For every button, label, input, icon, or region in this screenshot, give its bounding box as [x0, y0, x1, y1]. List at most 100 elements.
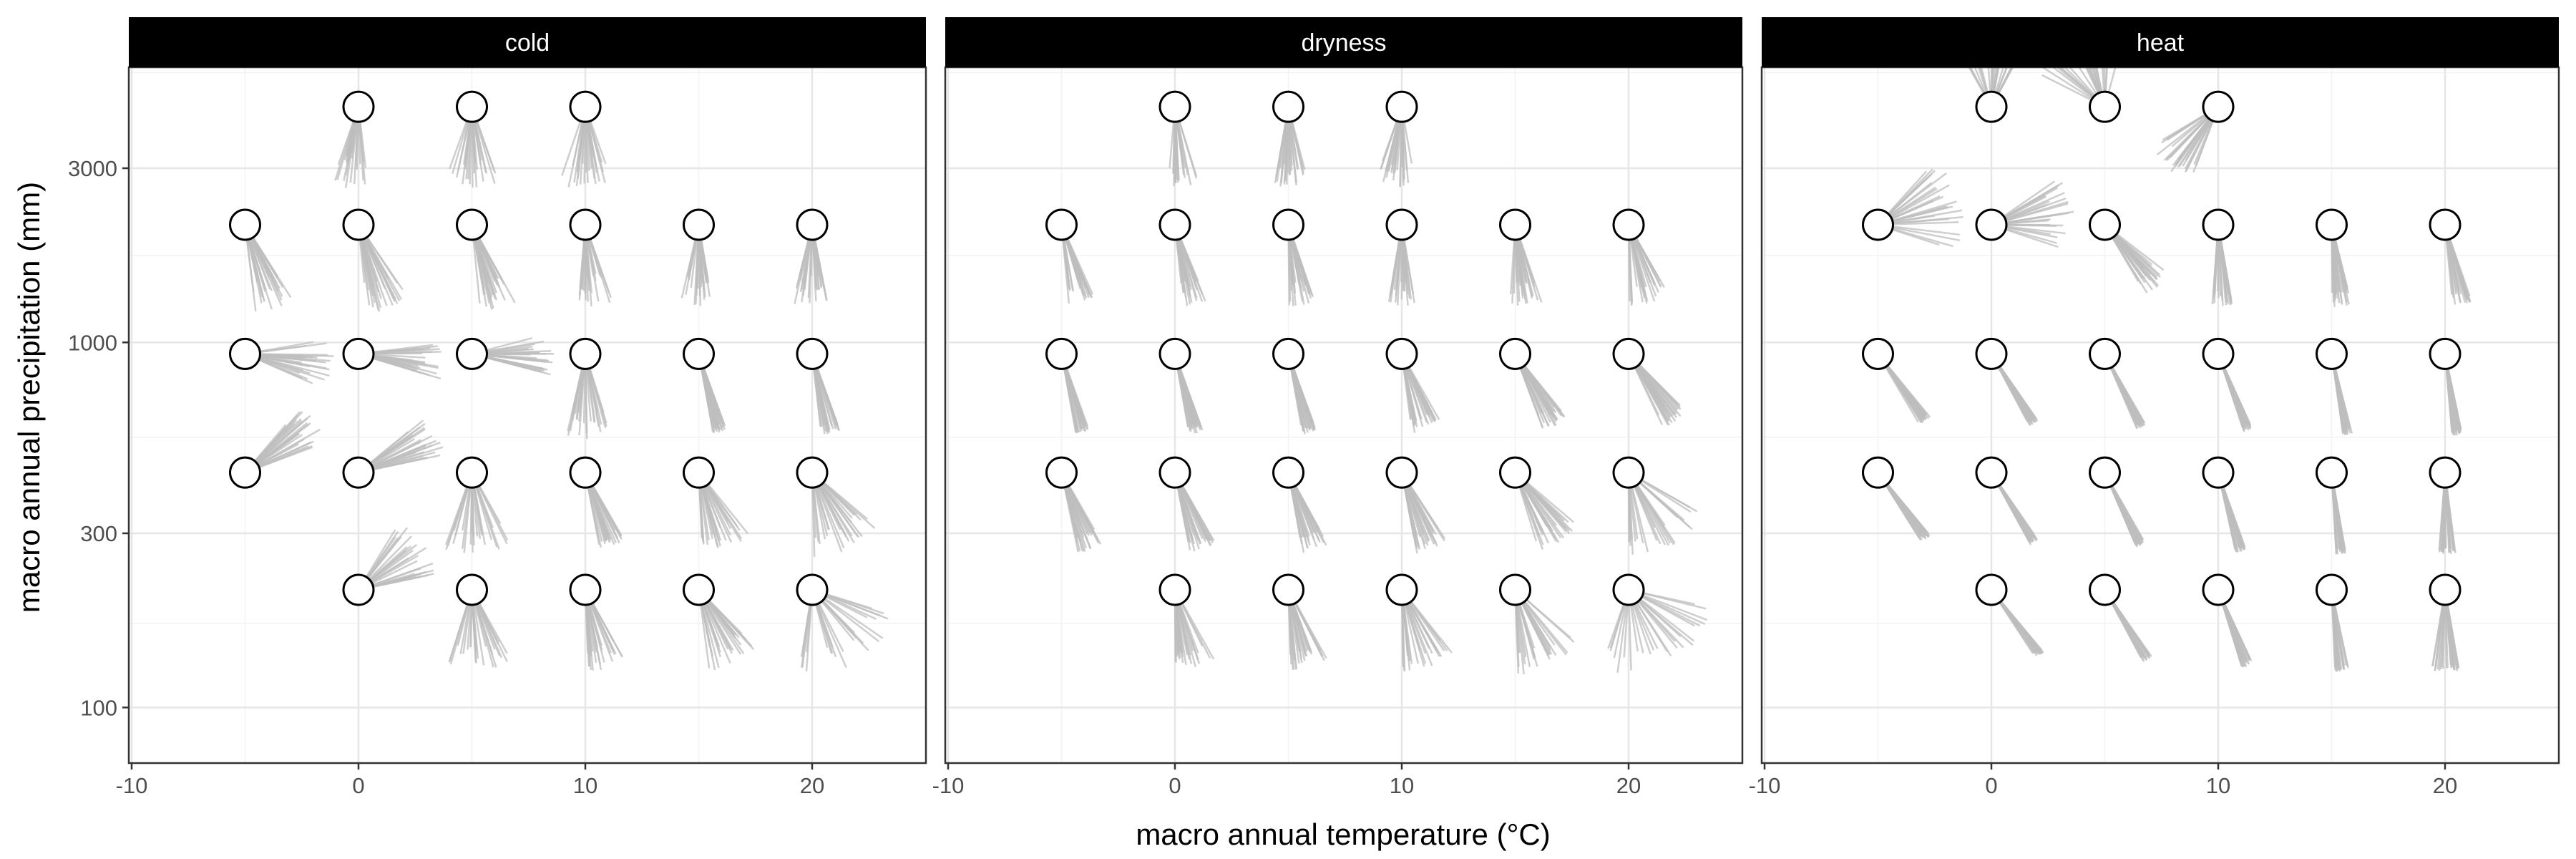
points — [1045, 90, 1645, 606]
point-marker — [342, 573, 375, 606]
point-marker — [2202, 456, 2235, 489]
point-marker — [456, 208, 488, 241]
x-tick-label: -10 — [932, 773, 965, 798]
strip-label-heat: heat — [2137, 29, 2185, 57]
point-marker — [683, 208, 715, 241]
point-marker — [1975, 90, 2008, 123]
point-marker — [1045, 208, 1078, 241]
point-marker — [1045, 337, 1078, 370]
point-marker — [1862, 208, 1894, 241]
point-marker — [456, 337, 488, 370]
x-tick-label: 20 — [1616, 773, 1641, 798]
point-marker — [1158, 337, 1191, 370]
point-marker — [1385, 337, 1418, 370]
point-marker — [796, 208, 829, 241]
y-axis: 100 300 1000 3000 — [68, 156, 129, 720]
point-marker — [1158, 208, 1191, 241]
points — [1862, 90, 2462, 606]
point-marker — [796, 337, 829, 370]
point-marker — [2316, 456, 2348, 489]
x-tick-label: 10 — [2206, 773, 2230, 798]
point-marker — [1385, 456, 1418, 489]
points — [229, 90, 829, 606]
point-marker — [1612, 456, 1645, 489]
strip-label-dryness: dryness — [1301, 29, 1386, 57]
fan-heat-10 — [1990, 353, 2039, 427]
point-marker — [1975, 337, 2008, 370]
panel-background — [1762, 67, 2559, 763]
point-marker — [2089, 456, 2121, 489]
point-marker — [1862, 456, 1894, 489]
point-marker — [1045, 456, 1078, 489]
x-axis-title: macro annual temperature (°C) — [1136, 817, 1550, 851]
point-marker — [796, 456, 829, 489]
point-marker — [2089, 573, 2121, 606]
point-marker — [2429, 208, 2462, 241]
point-marker — [2429, 337, 2462, 370]
point-marker — [683, 573, 715, 606]
point-marker — [1158, 456, 1191, 489]
panels: cold -10 0 10 20 dryness -10 0 10 20 heat -10 0 10 20 1… — [68, 17, 2560, 798]
strip-heat — [1762, 17, 2559, 67]
point-marker — [342, 337, 375, 370]
point-marker — [1499, 573, 1531, 606]
point-marker — [1158, 90, 1191, 123]
point-marker — [456, 456, 488, 489]
point-marker — [1385, 90, 1418, 123]
point-marker — [1158, 573, 1191, 606]
x-tick-label: 20 — [2433, 773, 2457, 798]
point-marker — [1385, 573, 1418, 606]
point-marker — [342, 456, 375, 489]
point-marker — [683, 337, 715, 370]
strip-label-cold: cold — [505, 29, 550, 57]
y-axis-title: macro annual precipitation (mm) — [12, 182, 46, 613]
panel-dryness: dryness -10 0 10 20 — [932, 17, 1744, 798]
x-tick-label: 0 — [1985, 773, 1997, 798]
point-marker — [1975, 456, 2008, 489]
point-marker — [2089, 208, 2121, 241]
x-tick-label: 20 — [800, 773, 824, 798]
point-marker — [1499, 208, 1531, 241]
point-marker — [2089, 337, 2121, 370]
panel-cold: cold -10 0 10 20 — [116, 17, 927, 798]
point-marker — [229, 456, 261, 489]
y-tick-label: 300 — [80, 521, 117, 546]
y-tick-label: 100 — [80, 695, 117, 720]
point-marker — [569, 456, 602, 489]
point-marker — [1272, 208, 1304, 241]
point-marker — [2316, 337, 2348, 370]
point-marker — [2089, 90, 2121, 123]
y-tick-label: 3000 — [68, 156, 117, 181]
point-marker — [1385, 208, 1418, 241]
point-marker — [456, 90, 488, 123]
point-marker — [2202, 208, 2235, 241]
point-marker — [342, 208, 375, 241]
y-tick-label: 1000 — [68, 330, 117, 355]
point-marker — [342, 90, 375, 123]
x-tick-label: 0 — [352, 773, 364, 798]
panel-background — [945, 67, 1742, 763]
point-marker — [229, 337, 261, 370]
point-marker — [1272, 573, 1304, 606]
point-marker — [1272, 456, 1304, 489]
strip-dryness — [945, 17, 1742, 67]
point-marker — [1499, 337, 1531, 370]
panel-heat: heat -10 0 10 20 — [1749, 17, 2560, 798]
point-marker — [1499, 456, 1531, 489]
point-marker — [1612, 337, 1645, 370]
point-marker — [2202, 90, 2235, 123]
point-marker — [229, 208, 261, 241]
point-marker — [796, 573, 829, 606]
point-marker — [1272, 90, 1304, 123]
point-marker — [456, 573, 488, 606]
point-marker — [2202, 337, 2235, 370]
point-marker — [1975, 208, 2008, 241]
point-marker — [2429, 456, 2462, 489]
point-marker — [2429, 573, 2462, 606]
x-tick-label: 10 — [1390, 773, 1414, 798]
x-tick-label: 10 — [573, 773, 597, 798]
point-marker — [1272, 337, 1304, 370]
point-marker — [569, 208, 602, 241]
point-marker — [1612, 573, 1645, 606]
point-marker — [569, 573, 602, 606]
